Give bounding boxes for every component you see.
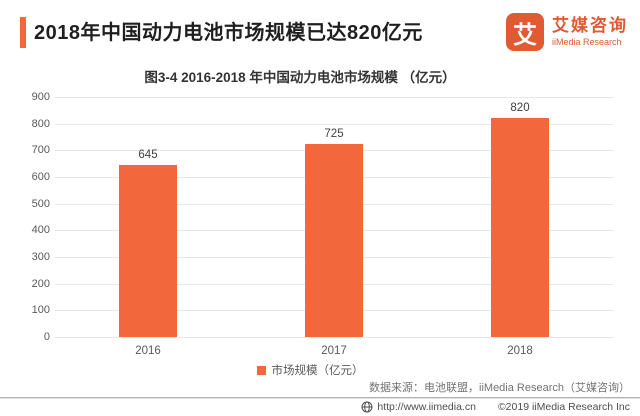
y-tick-label: 600 (31, 171, 50, 183)
y-tick-label: 200 (31, 277, 50, 290)
logo-name-en: iiMedia Research (552, 37, 622, 47)
iimedia-logo: 艾 艾媒咨询 iiMedia Research (506, 13, 628, 51)
y-tick-label: 800 (31, 117, 50, 130)
iimedia-logo-icon: 艾 (506, 13, 544, 51)
data-source-note: 数据来源：电池联盟，iiMedia Research（艾媒咨询） (369, 382, 630, 394)
logo-name-cn: 艾媒咨询 (552, 16, 628, 35)
y-tick-label: 300 (31, 251, 50, 263)
gridline (55, 97, 613, 98)
footer: http://www.iimedia.cn ©2019 iiMedia Rese… (361, 401, 630, 413)
bar-value-label: 725 (324, 127, 344, 140)
bar-value-label: 645 (138, 149, 158, 161)
title-accent-bar (20, 17, 26, 48)
gridline (55, 123, 613, 125)
legend-swatch-icon (256, 365, 266, 375)
bar (491, 118, 549, 337)
y-tick-label: 700 (31, 144, 50, 157)
logo-text: 艾媒咨询 iiMedia Research (552, 16, 628, 48)
globe-icon (361, 401, 373, 413)
bar (305, 143, 363, 337)
chart-title: 图3-4 2016-2018 年中国动力电池市场规模 （亿元） (144, 70, 456, 85)
y-tick-label: 0 (43, 331, 50, 343)
x-tick-label: 2017 (321, 345, 347, 357)
y-tick-label: 900 (31, 91, 50, 103)
legend-label: 市场规模（亿元） (271, 365, 364, 377)
x-tick-label: 2018 (507, 345, 533, 357)
bar-value-label: 820 (510, 102, 530, 115)
footer-copyright: ©2019 iiMedia Research Inc (497, 401, 630, 413)
footer-divider (0, 397, 640, 399)
chart-legend: 市场规模（亿元） (0, 362, 620, 378)
y-tick-label: 400 (31, 224, 50, 237)
x-tick-label: 2016 (135, 345, 161, 357)
footer-url: http://www.iimedia.cn (377, 401, 476, 413)
y-tick-label: 100 (31, 304, 50, 317)
y-tick-label: 500 (31, 197, 50, 210)
bar (119, 165, 177, 337)
gridline (55, 337, 613, 338)
page-title: 2018年中国动力电池市场规模已达820亿元 (34, 22, 423, 44)
